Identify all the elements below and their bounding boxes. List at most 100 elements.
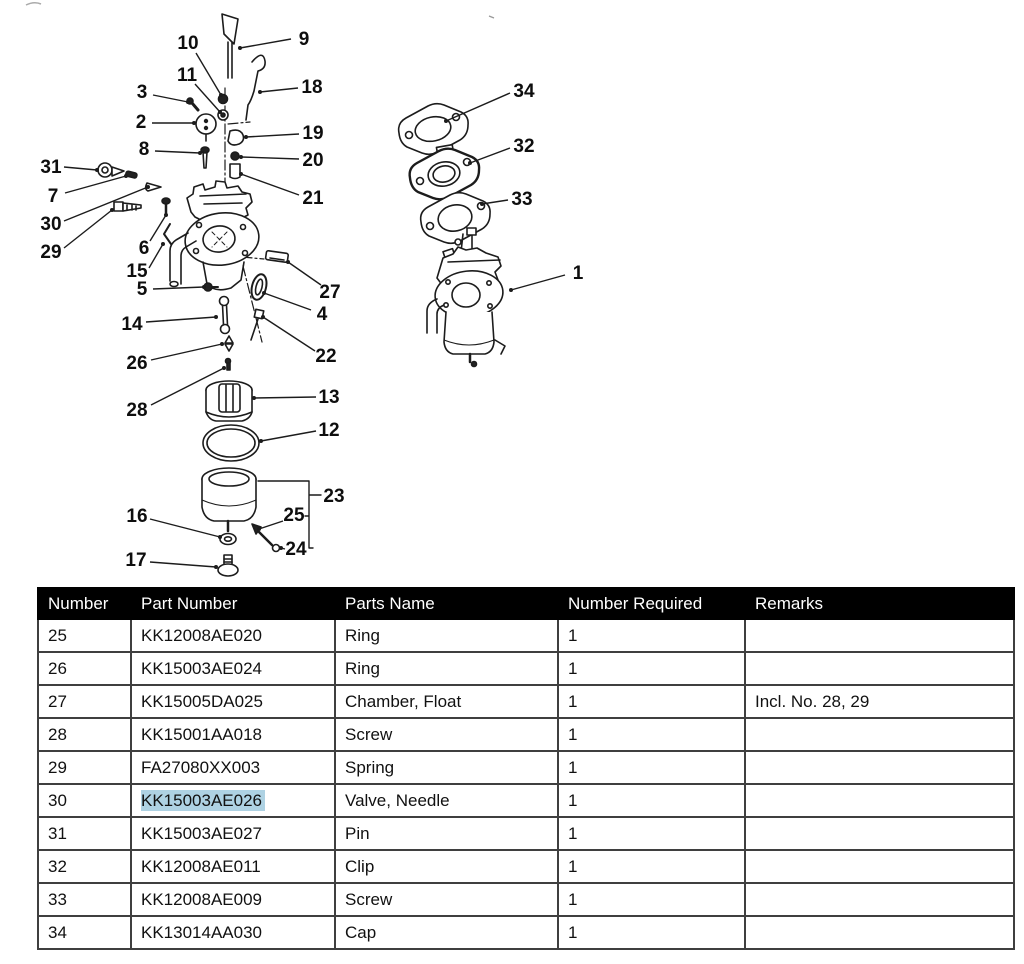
- leader-dot-29: [110, 208, 114, 212]
- cell-parts-name: Screw: [334, 717, 559, 752]
- leader-line-20: [240, 156, 300, 160]
- callout-number-23: 23: [323, 486, 344, 507]
- cell-number-required: 1: [557, 618, 746, 653]
- leader-dot-15: [161, 242, 165, 246]
- callout-number-27: 27: [319, 282, 340, 303]
- part-17-drain-bolt-drawing: [217, 554, 239, 577]
- cell-part-number: KK13014AA030: [130, 915, 336, 950]
- leader-line-11: [194, 83, 221, 113]
- cell-number-required: 1: [557, 750, 746, 785]
- cell-number: 27: [37, 684, 132, 719]
- exploded-view-diagram-area: 9 10 11 18 3 2 19 8 20 31 7 21 30 29 6 15 5 27 4 14 22 26 28 13…: [25, 1, 584, 577]
- callout-number-30: 30: [40, 214, 61, 235]
- callout-number-33: 33: [511, 189, 532, 210]
- part-21-drawing: [229, 163, 241, 180]
- leader-line-3: [152, 94, 189, 103]
- leader-line-30: [63, 186, 149, 222]
- cell-number-required: 1: [557, 783, 746, 818]
- cell-number: 31: [37, 816, 132, 851]
- table-row-30: 30 KK15003AE026 Valve, Needle 1: [37, 783, 1015, 818]
- cell-parts-name: Valve, Needle: [334, 783, 559, 818]
- cell-part-number: KK12008AE011: [130, 849, 336, 884]
- cell-number: 33: [37, 882, 132, 917]
- cell-part-number: KK15003AE026: [130, 783, 336, 818]
- col-header-parts-name: Parts Name: [334, 587, 559, 620]
- leader-dot-17: [214, 565, 218, 569]
- leader-line-16: [149, 518, 221, 538]
- cell-remarks: [744, 651, 1015, 686]
- col-header-number-required: Number Required: [557, 587, 746, 620]
- cell-parts-name: Spring: [334, 750, 559, 785]
- col-header-number: Number: [37, 587, 132, 620]
- leader-dot-5: [202, 285, 206, 289]
- cell-number-required: 1: [557, 849, 746, 884]
- leader-line-22: [262, 316, 316, 352]
- table-row-29: 29 FA27080XX003 Spring 1: [37, 750, 1015, 785]
- leader-line-28: [150, 367, 225, 406]
- part-19-drawing: [227, 129, 245, 146]
- callout-number-22: 22: [315, 346, 336, 367]
- callout-number-11: 11: [177, 65, 198, 86]
- leader-line-18: [259, 87, 299, 93]
- part-27-jet-drawing: [264, 249, 289, 264]
- cell-remarks: Incl. No. 28, 29: [744, 684, 1015, 719]
- cell-part-number: KK15001AA018: [130, 717, 336, 752]
- callout-number-3: 3: [137, 82, 148, 103]
- cell-parts-name: Ring: [334, 651, 559, 686]
- part-23-float-bowl-drawing: [201, 467, 257, 533]
- table-header-row: Number Part Number Parts Name Number Req…: [37, 587, 1015, 620]
- callout-number-25: 25: [283, 505, 305, 526]
- cell-parts-name: Screw: [334, 882, 559, 917]
- leader-line-15: [148, 243, 164, 269]
- part-12-gasket-ring-drawing: [202, 424, 260, 462]
- part-18-link-wire-drawing: [245, 54, 266, 121]
- callout-number-9: 9: [299, 29, 310, 50]
- cell-number: 25: [37, 618, 132, 653]
- selected-part-number-text[interactable]: KK15003AE026: [141, 789, 265, 811]
- callout-number-21: 21: [302, 188, 324, 209]
- leader-dot-21: [239, 172, 243, 176]
- cell-part-number: KK15005DA025: [130, 684, 336, 719]
- part-7-pin-drawing: [125, 170, 138, 179]
- leader-line-34: [445, 92, 511, 122]
- part-1-carburetor-assembly-drawing: [426, 227, 506, 368]
- leader-dot-32: [468, 161, 472, 165]
- cell-parts-name: Ring: [334, 618, 559, 653]
- leader-dot-3: [186, 100, 190, 104]
- cell-remarks: [744, 618, 1015, 653]
- parts-table: Number Part Number Parts Name Number Req…: [37, 587, 1015, 950]
- leader-dot-6: [164, 213, 168, 217]
- cell-remarks: [744, 750, 1015, 785]
- leader-dot-22: [261, 315, 265, 319]
- leader-dot-33: [480, 202, 484, 206]
- cell-number-required: 1: [557, 717, 746, 752]
- cell-number: 30: [37, 783, 132, 818]
- cell-remarks: [744, 816, 1015, 851]
- cell-number: 28: [37, 717, 132, 752]
- cell-part-number: KK12008AE009: [130, 882, 336, 917]
- leader-dot-28: [222, 366, 226, 370]
- part-2-choke-plate-drawing: [195, 113, 217, 142]
- part-9-throttle-shaft-drawing: [221, 13, 239, 79]
- leader-dot-34: [444, 119, 448, 123]
- leader-line-8: [154, 150, 201, 154]
- cell-remarks: [744, 717, 1015, 752]
- cell-number-required: 1: [557, 882, 746, 917]
- cell-remarks: [744, 849, 1015, 884]
- leader-line-31: [63, 166, 98, 171]
- callout-number-16: 16: [126, 506, 147, 527]
- table-row-32: 32 KK12008AE011 Clip 1: [37, 849, 1015, 884]
- table-row-28: 28 KK15001AA018 Screw 1: [37, 717, 1015, 752]
- callout-number-18: 18: [301, 77, 322, 98]
- leader-dot-20: [239, 155, 243, 159]
- part-28-screw-drawing: [224, 357, 232, 371]
- part-15-pin-drawing: [163, 223, 172, 245]
- leader-dot-25: [257, 527, 261, 531]
- cell-number: 29: [37, 750, 132, 785]
- scan-artifacts: [25, 1, 495, 19]
- cell-parts-name: Clip: [334, 849, 559, 884]
- cell-parts-name: Chamber, Float: [334, 684, 559, 719]
- leader-line-5: [152, 286, 205, 290]
